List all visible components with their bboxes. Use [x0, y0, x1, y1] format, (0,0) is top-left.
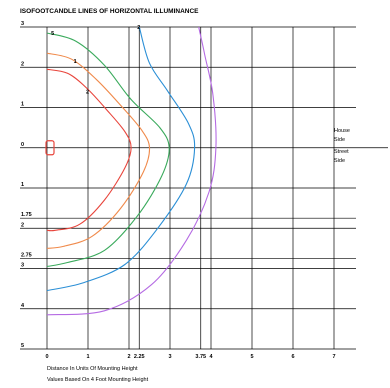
contour-value-label: 5 [51, 31, 54, 37]
x-tick-label: 0 [45, 354, 48, 360]
y-tick-label: 1 [21, 102, 24, 108]
grid [20, 26, 388, 350]
x-tick-label: 4 [209, 354, 213, 360]
contour-value-labels: 5 2 1 2 [51, 25, 140, 95]
street-side-label-1: Street [334, 149, 349, 155]
y-tick-label: 2 [21, 222, 24, 228]
y-tick-label: 2 [21, 61, 24, 67]
isofootcandle-line-2 [46, 52, 151, 249]
y-tick-label: 5 [21, 343, 24, 349]
x-axis-label: Distance In Units Of Mounting Height [47, 366, 138, 372]
y-tick-label: 4 [21, 303, 25, 309]
x-tick-label: 7 [332, 354, 335, 360]
mounting-height-note: Values Based On 4 Foot Mounting Height [47, 377, 149, 383]
x-tick-label: 3.75 [195, 354, 206, 360]
street-side-label-2: Side [334, 158, 345, 164]
y-tick-label: 0 [21, 142, 24, 148]
luminaire-marker [45, 140, 55, 156]
isofootcandle-line-5 [46, 26, 217, 316]
house-side-label-2: Side [334, 137, 345, 143]
house-side-label-1: House [334, 128, 350, 134]
isofootcandle-lines [46, 26, 217, 316]
y-tick-label: 1 [21, 182, 24, 188]
isofootcandle-line-4 [46, 26, 196, 292]
y-tick-label: 3 [21, 21, 24, 27]
x-tick-label: 5 [250, 354, 253, 360]
y-tick-label: 1.75 [21, 212, 32, 218]
chart-title: ISOFOOTCANDLE LINES OF HORIZONTAL ILLUMI… [20, 8, 199, 15]
x-tick-label: 1 [86, 354, 89, 360]
luminaire-icon [45, 140, 55, 156]
x-tick-label: 2.25 [134, 354, 145, 360]
contour-value-label: 1 [74, 59, 77, 65]
side-labels: House Side Street Side [334, 128, 350, 164]
x-tick-label: 6 [291, 354, 294, 360]
isofootcandle-line-1 [46, 68, 132, 232]
contour-value-label: 2 [137, 25, 140, 31]
contour-value-label: 2 [86, 89, 89, 95]
y-tick-label: 3 [21, 263, 24, 269]
x-tick-label: 2 [127, 354, 130, 360]
y-tick-label: 2.75 [21, 252, 32, 258]
x-tick-label: 3 [168, 354, 171, 360]
isofootcandle-line-3 [46, 32, 170, 268]
